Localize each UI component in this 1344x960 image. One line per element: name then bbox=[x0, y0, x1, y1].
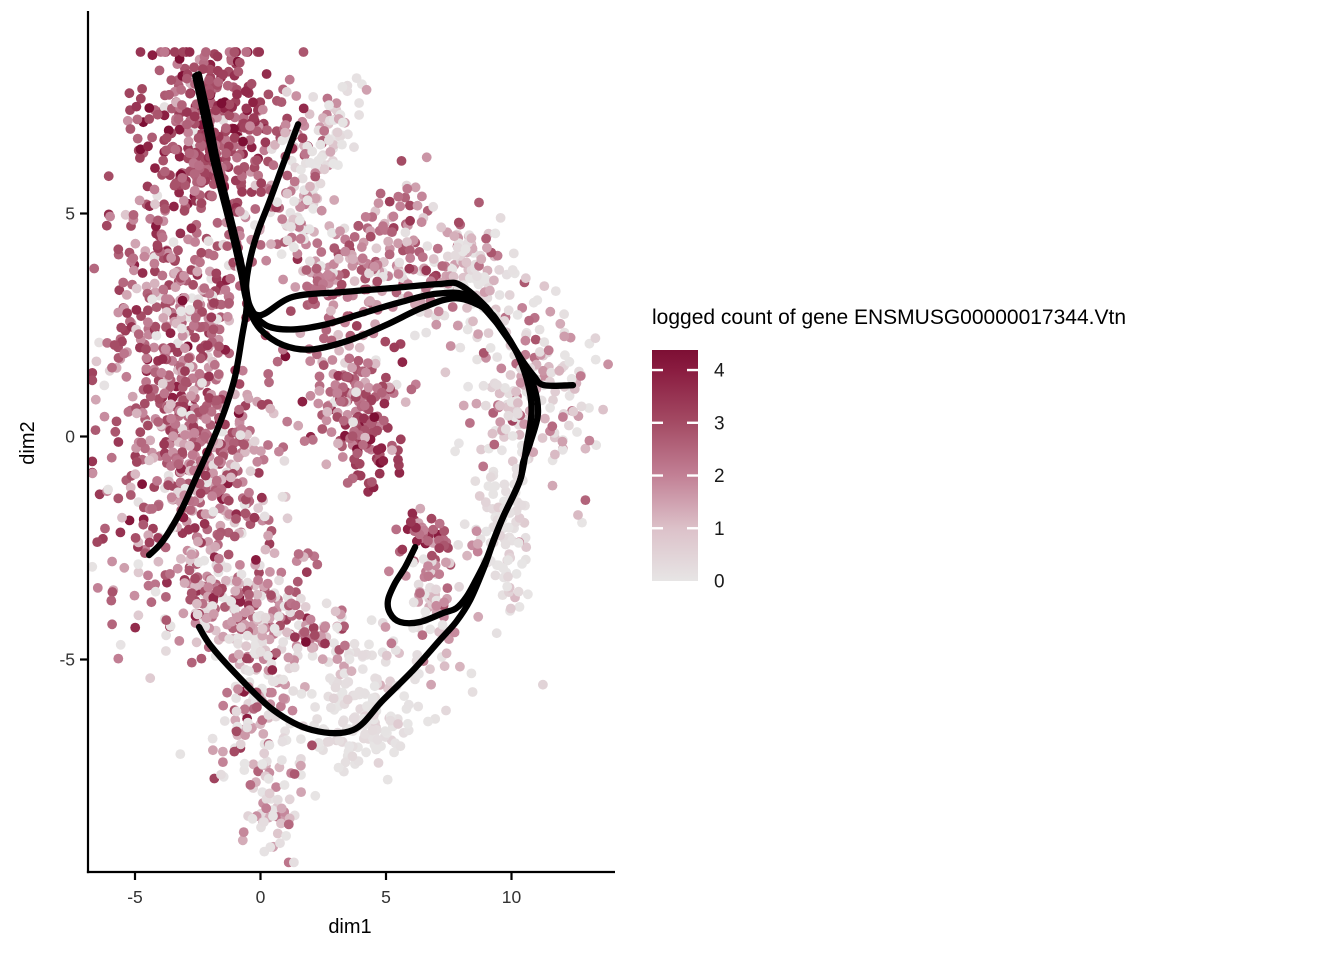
y-tick-label: -5 bbox=[59, 650, 75, 670]
x-tick-label: 5 bbox=[381, 887, 391, 907]
legend-tick-label: 3 bbox=[714, 413, 725, 434]
legend-tick-label: 1 bbox=[714, 519, 725, 540]
legend-colorbar bbox=[652, 350, 698, 581]
trajectory-curves bbox=[145, 71, 577, 737]
legend-tick-label: 4 bbox=[714, 361, 725, 382]
legend-tick-label: 2 bbox=[714, 466, 725, 487]
y-tick-label: 0 bbox=[65, 427, 75, 447]
y-axis-title: dim2 bbox=[17, 421, 39, 465]
legend-title: logged count of gene ENSMUSG00000017344.… bbox=[652, 306, 1127, 329]
x-axis-title: dim1 bbox=[328, 916, 372, 938]
legend-tick-label: 0 bbox=[714, 572, 725, 593]
y-tick-label: 5 bbox=[65, 204, 75, 224]
trajectory-curve-4 bbox=[195, 71, 535, 627]
x-tick-label: -5 bbox=[127, 887, 143, 907]
x-tick-label: 10 bbox=[502, 887, 522, 907]
scatter-points bbox=[88, 47, 613, 868]
x-tick-label: 0 bbox=[256, 887, 266, 907]
